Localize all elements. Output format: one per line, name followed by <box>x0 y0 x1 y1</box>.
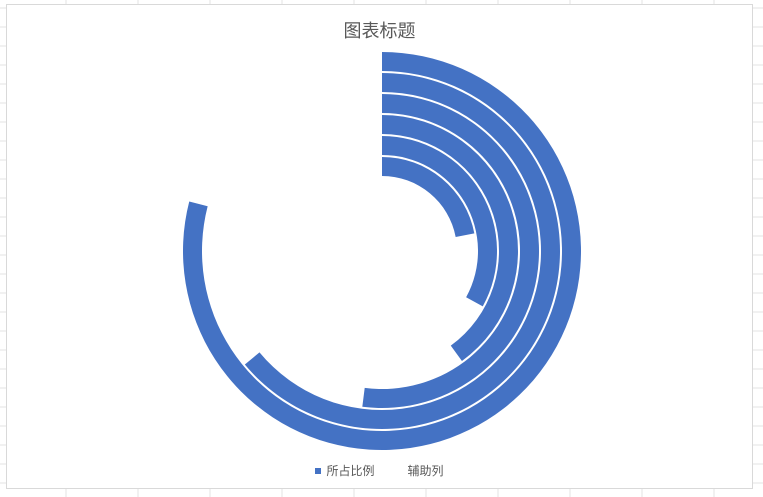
ring-segment-2[interactable] <box>382 136 497 307</box>
legend-label-ratio: 所占比例 <box>326 464 375 478</box>
chart-title[interactable]: 图表标题 <box>343 21 416 42</box>
legend-label-helper: 辅助列 <box>407 464 444 478</box>
legend-entry-helper[interactable]: 辅助列 <box>397 462 444 479</box>
ring-segment-1[interactable] <box>382 157 475 237</box>
legend[interactable]: 所占比例 辅助列 <box>7 462 752 479</box>
chart-area[interactable]: 图表标题 所占比例 辅助列 <box>6 4 753 489</box>
legend-entry-ratio[interactable]: 所占比例 <box>315 462 375 479</box>
legend-swatch-ratio <box>315 467 322 474</box>
doughnut-plot[interactable] <box>7 5 752 488</box>
ring-segment-5[interactable] <box>244 73 561 430</box>
legend-swatch-helper <box>397 468 403 474</box>
ring-segment-3[interactable] <box>382 115 518 362</box>
